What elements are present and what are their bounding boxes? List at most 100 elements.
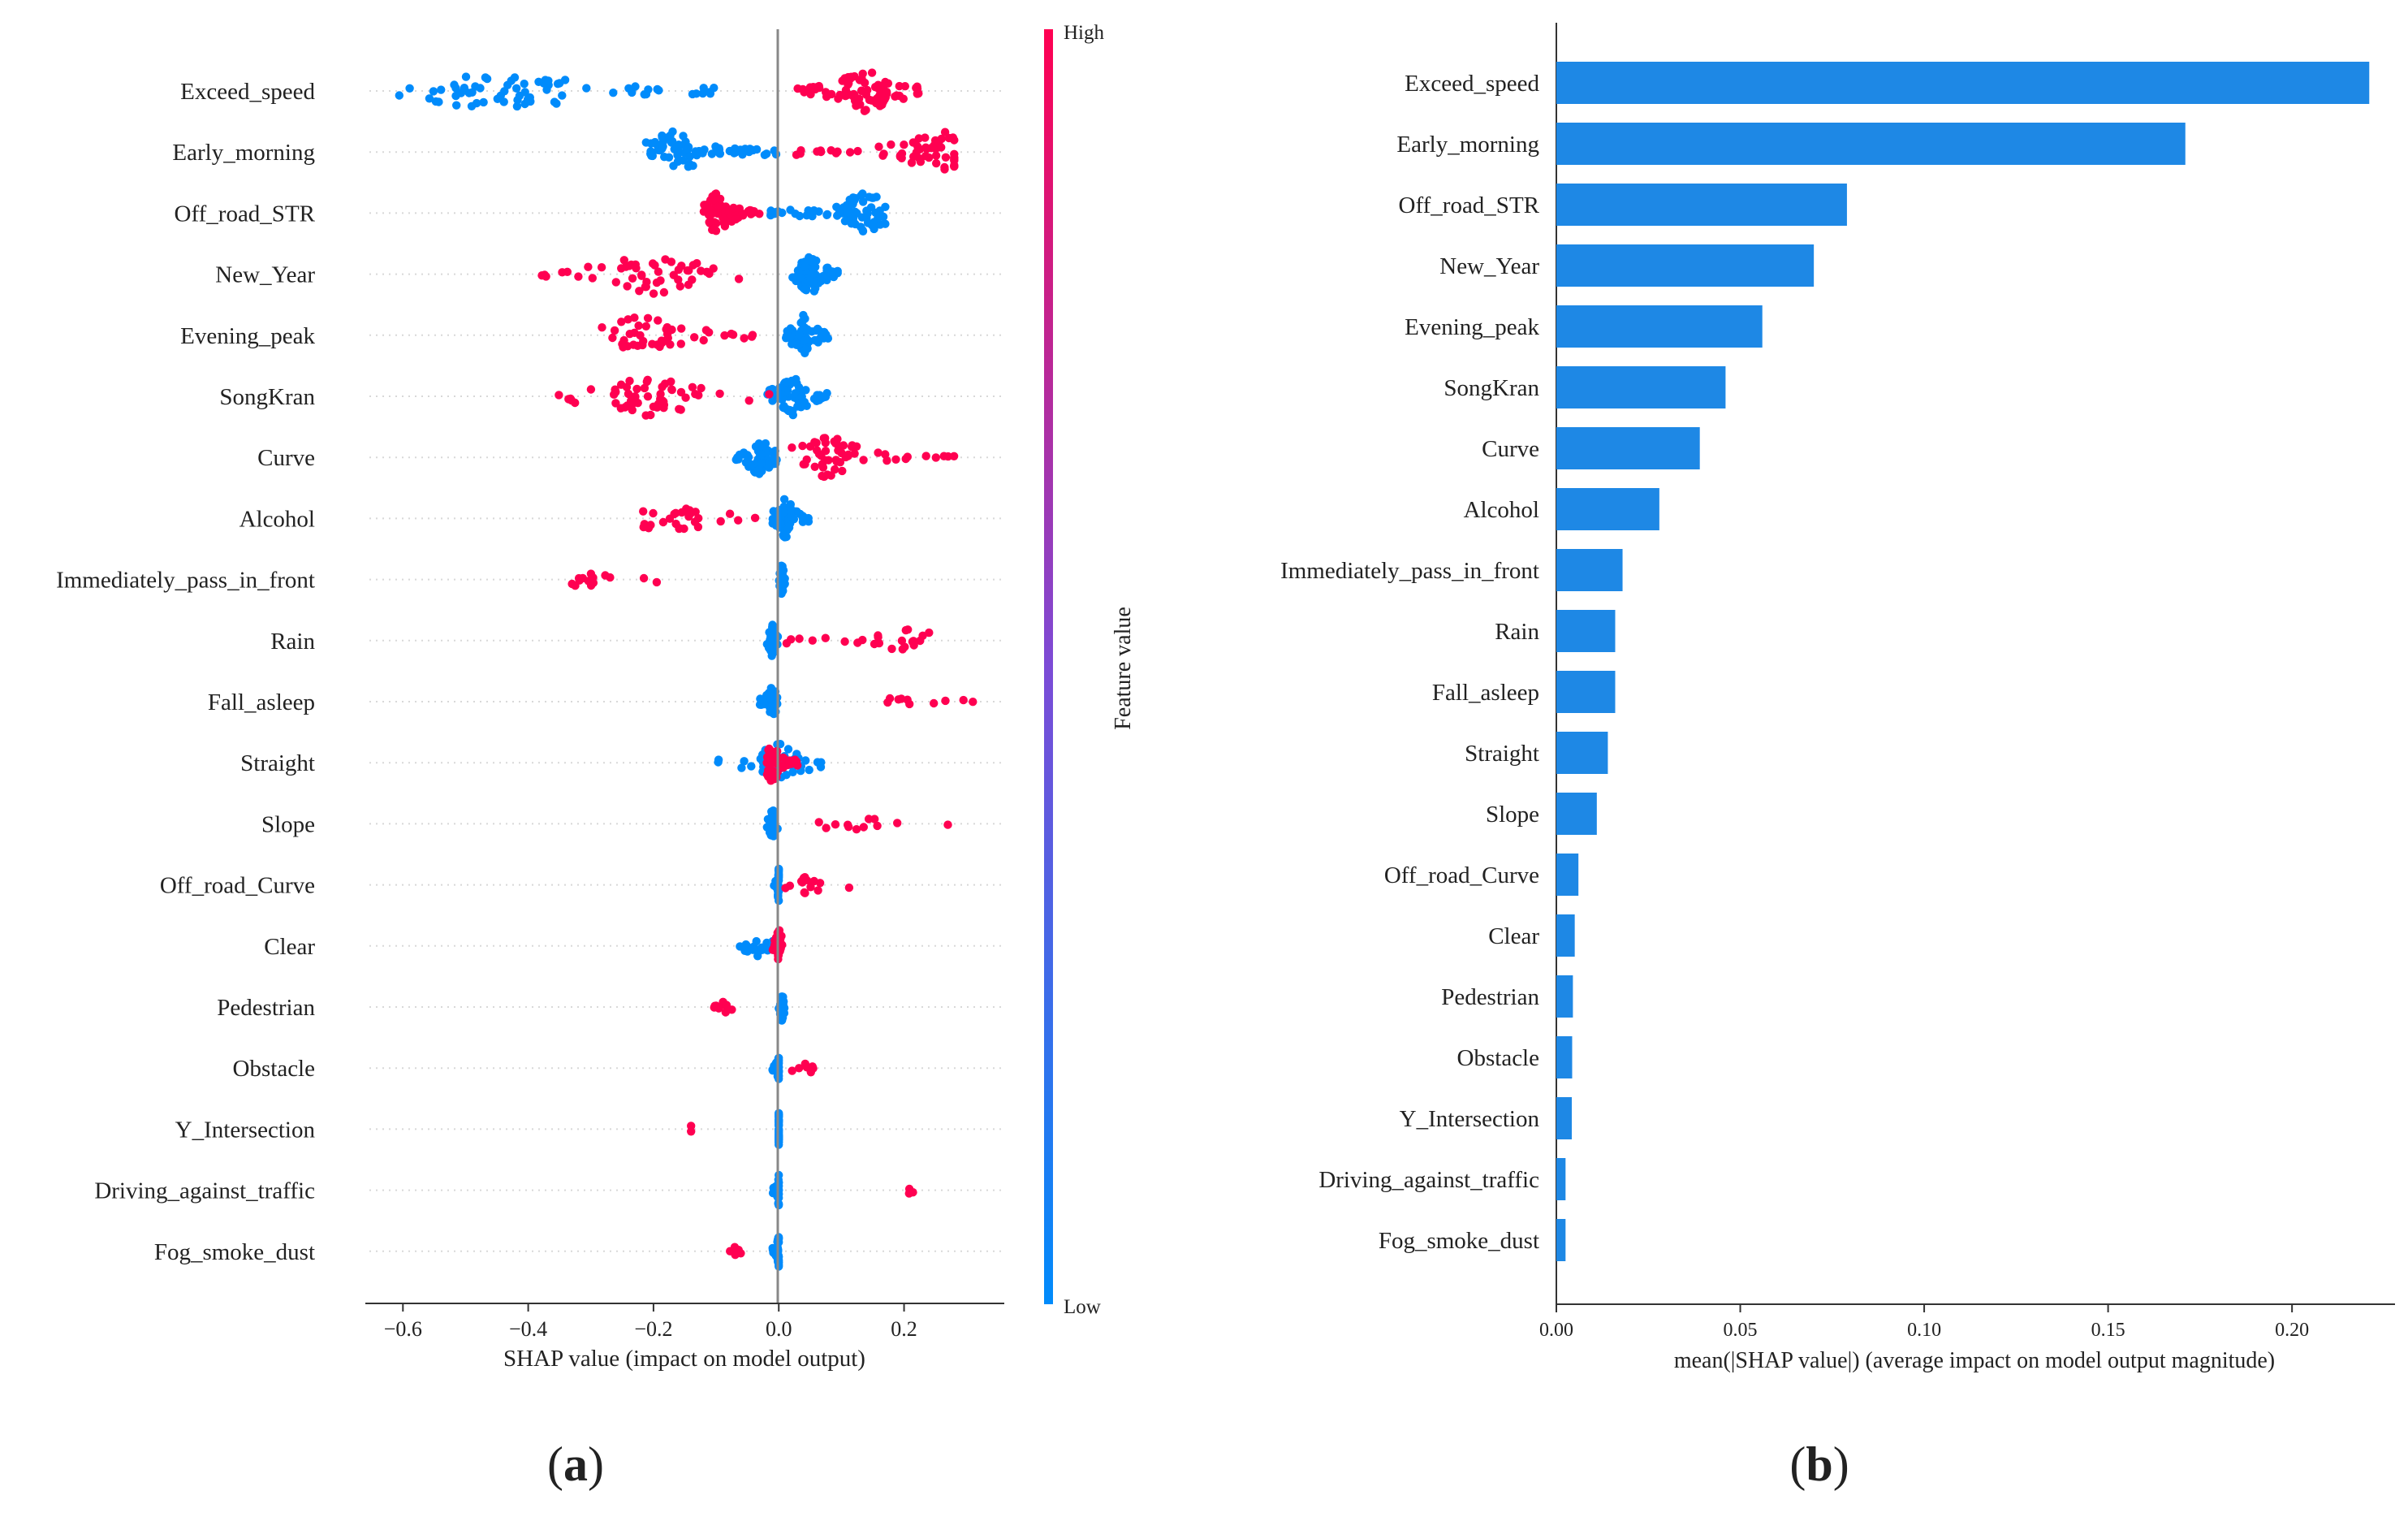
- bar-category-label: Fall_asleep: [1432, 680, 1539, 706]
- shap-point: [874, 448, 883, 457]
- shap-point: [795, 1064, 804, 1073]
- shap-point: [887, 140, 895, 149]
- shap-point: [859, 823, 869, 832]
- shap-point: [685, 152, 694, 161]
- shap-point: [885, 694, 895, 703]
- shap-point: [635, 287, 644, 296]
- shap-point: [818, 463, 828, 472]
- shap-point: [769, 622, 778, 631]
- shap-point: [623, 282, 632, 291]
- feature-label: New_Year: [215, 262, 315, 288]
- shap-point: [900, 82, 910, 91]
- shap-point: [821, 456, 830, 465]
- shap-point: [925, 628, 934, 637]
- shap-point: [800, 512, 809, 522]
- shap-point: [624, 84, 633, 93]
- shap-point: [714, 202, 723, 211]
- shap-point: [874, 80, 883, 89]
- shap-point: [753, 468, 763, 477]
- shap-point: [823, 334, 833, 343]
- bar: [1556, 975, 1573, 1018]
- shap-point: [647, 151, 656, 160]
- feature-label: Curve: [257, 445, 315, 471]
- shap-point: [589, 573, 598, 582]
- shap-point: [871, 208, 880, 218]
- bar-category-label: Slope: [1486, 802, 1539, 828]
- shap-point: [674, 266, 683, 274]
- panel-a-caption: (a): [547, 1437, 604, 1491]
- shap-point: [616, 380, 626, 389]
- shap-point: [778, 586, 788, 596]
- shap-point: [451, 91, 460, 101]
- shap-point: [715, 149, 724, 158]
- shap-point: [800, 888, 809, 897]
- bar: [1556, 1036, 1573, 1078]
- shap-point: [781, 884, 790, 892]
- shap-point: [914, 89, 923, 98]
- shap-point: [893, 819, 902, 828]
- shap-point: [460, 84, 469, 93]
- shap-point: [609, 89, 618, 97]
- shap-point: [659, 404, 668, 413]
- shap-point: [571, 581, 580, 590]
- shap-point: [677, 324, 686, 333]
- shap-point: [853, 146, 862, 156]
- colorbar: High Low Feature value: [1044, 22, 1136, 1318]
- shap-point: [667, 377, 675, 387]
- shap-point: [661, 336, 671, 345]
- shap-point: [787, 635, 796, 644]
- shap-point: [687, 1122, 696, 1130]
- shap-point: [476, 84, 485, 93]
- shap-point: [941, 153, 951, 162]
- shap-point: [619, 256, 628, 265]
- colorbar-gradient: [1044, 29, 1053, 1304]
- shap-point: [732, 1247, 741, 1256]
- feature-label: Clear: [264, 934, 315, 960]
- shap-point: [658, 396, 667, 405]
- shap-point: [794, 330, 804, 339]
- shap-point: [788, 767, 797, 776]
- shap-point: [843, 208, 852, 217]
- bar: [1556, 671, 1616, 713]
- shap-point: [606, 573, 615, 582]
- shap-point: [903, 452, 913, 461]
- bar: [1556, 914, 1575, 957]
- shap-point: [619, 343, 628, 352]
- shap-point: [862, 206, 871, 215]
- shap-point: [610, 326, 619, 335]
- shap-point: [768, 396, 777, 405]
- shap-point: [709, 264, 718, 273]
- shap-point: [734, 274, 744, 283]
- shap-point: [740, 757, 749, 766]
- shap-point: [943, 820, 952, 829]
- shap-point: [752, 145, 762, 154]
- shap-point: [895, 152, 905, 162]
- shap-point: [711, 142, 720, 151]
- shap-point: [542, 85, 551, 94]
- shap-point: [865, 192, 874, 201]
- feature-labels: Exceed_speed Early_morning Off_road_STR New…: [56, 79, 316, 1265]
- bar: [1556, 1158, 1566, 1200]
- shap-point: [752, 936, 761, 946]
- shap-point: [598, 323, 606, 332]
- shap-point: [727, 329, 736, 339]
- bar-category-label: Immediately_pass_in_front: [1280, 558, 1539, 584]
- shap-point: [822, 210, 832, 219]
- shap-point: [671, 508, 680, 517]
- shap-point: [641, 322, 650, 331]
- shap-point: [809, 278, 818, 287]
- bar-category-label: Y_Intersection: [1400, 1106, 1540, 1132]
- beeswarm-row-gridlines: [369, 90, 1004, 1252]
- shap-point: [690, 333, 699, 342]
- shap-point: [639, 507, 648, 516]
- shap-point: [848, 441, 857, 450]
- shap-point: [749, 945, 757, 954]
- shap-point: [779, 495, 789, 504]
- feature-label: Slope: [261, 811, 315, 837]
- shap-point: [765, 390, 774, 399]
- shap-point: [950, 161, 959, 170]
- shap-point: [940, 127, 950, 136]
- x-tick-label: 0.0: [766, 1317, 792, 1341]
- shap-point: [675, 404, 684, 413]
- shap-point: [555, 79, 564, 88]
